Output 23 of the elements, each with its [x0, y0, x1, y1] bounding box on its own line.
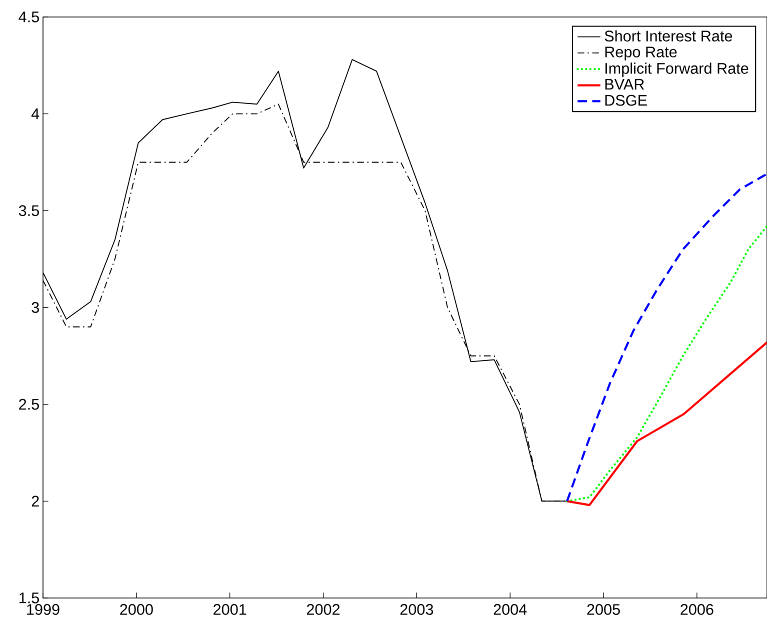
- x-tick-label: 2006: [680, 604, 714, 615]
- x-tick-label: 2002: [306, 604, 340, 615]
- y-tick-label: 1.5: [19, 592, 39, 604]
- x-tick-label: 2004: [494, 604, 527, 615]
- y-tick-label: 4.5: [18, 12, 39, 22]
- x-tick-label: 2001: [214, 604, 246, 615]
- legend-label: Implicit Forward Rate: [606, 62, 748, 77]
- line-series: [566, 172, 767, 502]
- x-tick-label: 2003: [400, 604, 434, 615]
- legend-label: DSGE: [605, 94, 647, 106]
- legend-label: BVAR: [605, 79, 644, 90]
- line-series: [566, 341, 767, 506]
- legend-label: Short Interest Rate: [604, 30, 732, 42]
- y-tick-label: 2.5: [19, 398, 39, 410]
- y-tick-label: 4: [31, 108, 40, 120]
- y-tick-label: 3: [32, 302, 39, 313]
- legend-label: Repo Rate: [605, 46, 677, 60]
- x-tick-label: 2005: [587, 604, 620, 615]
- x-tick-label: 2000: [120, 604, 153, 615]
- y-tick-label: 2: [32, 496, 39, 507]
- x-tick-label: 1999: [27, 604, 60, 615]
- line-series: [566, 225, 767, 502]
- y-tick-label: 3.5: [18, 205, 39, 216]
